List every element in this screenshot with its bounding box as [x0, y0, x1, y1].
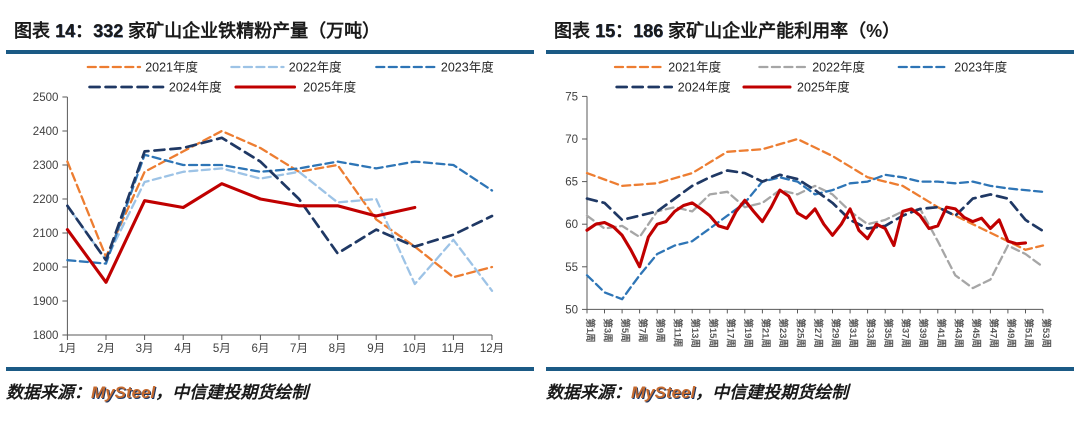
svg-text:1月: 1月: [58, 343, 76, 355]
svg-text:65: 65: [565, 177, 578, 189]
svg-text:第23周: 第23周: [777, 318, 789, 348]
svg-text:2022年度: 2022年度: [812, 60, 865, 75]
svg-text:2023年度: 2023年度: [954, 60, 1007, 75]
svg-text:2000: 2000: [33, 262, 59, 274]
svg-text:4月: 4月: [174, 343, 192, 355]
svg-text:1900: 1900: [33, 296, 59, 308]
svg-text:第41周: 第41周: [935, 318, 947, 348]
svg-text:第25周: 第25周: [795, 318, 807, 348]
svg-text:2023年度: 2023年度: [441, 60, 494, 75]
svg-text:第15周: 第15周: [707, 318, 719, 348]
svg-text:2021年度: 2021年度: [668, 60, 721, 75]
svg-text:2025年度: 2025年度: [797, 80, 850, 95]
svg-text:55: 55: [565, 262, 578, 274]
svg-text:第1周: 第1周: [584, 318, 596, 342]
svg-text:第27周: 第27周: [812, 318, 824, 348]
svg-text:第13周: 第13周: [689, 318, 701, 348]
svg-text:第35周: 第35周: [882, 318, 894, 348]
svg-text:第51周: 第51周: [1023, 318, 1035, 348]
svg-text:2500: 2500: [33, 92, 59, 104]
svg-text:10月: 10月: [403, 343, 427, 355]
svg-text:2200: 2200: [33, 194, 59, 206]
svg-text:第37周: 第37周: [900, 318, 912, 348]
svg-text:第3周: 第3周: [602, 318, 614, 342]
svg-text:2300: 2300: [33, 160, 59, 172]
svg-text:2021年度: 2021年度: [145, 60, 198, 75]
svg-text:第39周: 第39周: [917, 318, 929, 348]
svg-text:第7周: 第7周: [637, 318, 649, 342]
svg-text:2400: 2400: [33, 126, 59, 138]
svg-text:2025年度: 2025年度: [303, 80, 356, 95]
svg-text:第5周: 第5周: [619, 318, 631, 342]
svg-text:70: 70: [565, 134, 578, 146]
svg-text:第17周: 第17周: [724, 318, 736, 348]
svg-text:2100: 2100: [33, 228, 59, 240]
svg-text:2024年度: 2024年度: [169, 80, 222, 95]
svg-text:第33周: 第33周: [865, 318, 877, 348]
svg-text:第31周: 第31周: [847, 318, 859, 348]
svg-text:第49周: 第49周: [1005, 318, 1017, 348]
svg-text:3月: 3月: [136, 343, 154, 355]
svg-text:9月: 9月: [367, 343, 385, 355]
svg-text:2022年度: 2022年度: [289, 60, 342, 75]
svg-text:第29周: 第29周: [830, 318, 842, 348]
svg-text:第47周: 第47周: [987, 318, 999, 348]
svg-text:1800: 1800: [33, 330, 59, 342]
svg-text:第19周: 第19周: [742, 318, 754, 348]
svg-text:第45周: 第45周: [970, 318, 982, 348]
svg-text:5月: 5月: [213, 343, 231, 355]
svg-text:75: 75: [565, 91, 578, 103]
svg-text:8月: 8月: [329, 343, 347, 355]
svg-text:第9周: 第9周: [654, 318, 666, 342]
svg-text:2月: 2月: [97, 343, 115, 355]
svg-text:6月: 6月: [251, 343, 269, 355]
svg-text:2024年度: 2024年度: [678, 80, 731, 95]
svg-text:第43周: 第43周: [952, 318, 964, 348]
svg-text:第53周: 第53周: [1040, 318, 1052, 348]
svg-text:50: 50: [565, 304, 578, 316]
svg-text:60: 60: [565, 219, 578, 231]
svg-text:第21周: 第21周: [759, 318, 771, 348]
svg-text:7月: 7月: [290, 343, 308, 355]
svg-text:11月: 11月: [442, 343, 465, 355]
svg-text:第11周: 第11周: [672, 318, 684, 347]
svg-text:12月: 12月: [480, 343, 504, 355]
